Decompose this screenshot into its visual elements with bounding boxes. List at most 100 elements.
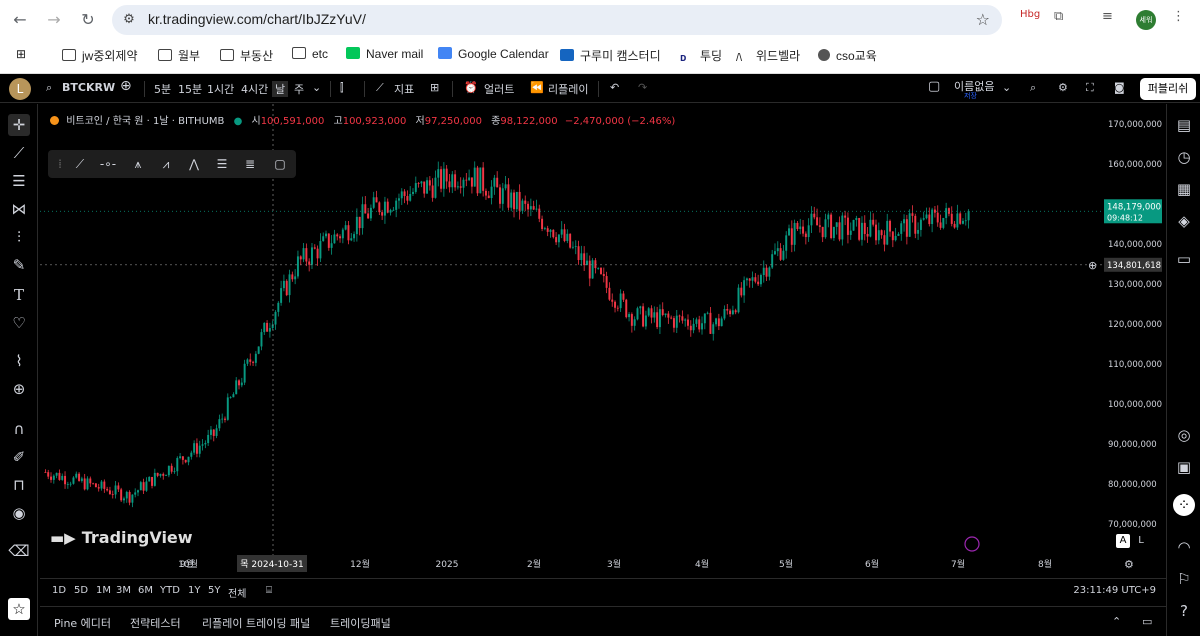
symbol-title[interactable]: 비트코인 / 한국 원 · 1날 · BITHUMB bbox=[66, 116, 225, 127]
layout-icon[interactable]: ▢ bbox=[928, 79, 941, 94]
magnet-icon[interactable]: ∩ bbox=[13, 420, 25, 438]
log-scale-button[interactable]: L bbox=[1138, 535, 1144, 546]
back-icon[interactable]: ← bbox=[13, 10, 27, 29]
undo-icon[interactable]: ↶ bbox=[610, 81, 620, 94]
redo-icon[interactable]: ↷ bbox=[638, 81, 648, 94]
alert-icon[interactable]: ⏰ bbox=[464, 81, 478, 94]
replay-icon[interactable]: ⏪ bbox=[530, 81, 544, 94]
bookmark-jw[interactable]: jw중외제약 bbox=[62, 47, 138, 64]
interval-15m[interactable]: 15분 bbox=[178, 83, 203, 96]
bookmark-tooding[interactable]: ᴅ 투딩 bbox=[680, 47, 722, 64]
alert-button[interactable]: 얼러트 bbox=[484, 83, 515, 96]
media-control-icon[interactable]: ≡ bbox=[1102, 9, 1113, 24]
profile-avatar[interactable]: 세워 bbox=[1136, 10, 1156, 30]
pattern-icon[interactable]: ⋈ bbox=[11, 200, 27, 218]
address-bar[interactable]: ⚙ kr.tradingview.com/chart/IbJZzYuV/ ☆ bbox=[112, 5, 1002, 35]
camera-icon[interactable]: ◙ bbox=[1114, 81, 1125, 94]
bookmark-wolbu[interactable]: 월부 bbox=[158, 47, 200, 64]
range-1d[interactable]: 1D bbox=[52, 585, 67, 596]
publish-button[interactable]: 퍼블리쉬 bbox=[1140, 78, 1196, 100]
brush-icon[interactable]: ✎ bbox=[12, 256, 26, 274]
indicators-button[interactable]: 지표 bbox=[394, 83, 415, 96]
collapse-panel-icon[interactable]: ⌃ bbox=[1112, 615, 1122, 628]
range-6m[interactable]: 6M bbox=[138, 585, 153, 596]
lock-icon[interactable]: ⊓ bbox=[13, 476, 25, 494]
interval-1d[interactable]: 날 bbox=[272, 81, 289, 97]
browser-menu-icon[interactable]: ⋮ bbox=[1172, 9, 1185, 24]
bookmark-withbella[interactable]: /\ 위드벨라 bbox=[736, 47, 800, 64]
search-icon[interactable]: ⌕ bbox=[46, 81, 53, 94]
goto-date-icon[interactable]: ⌸ bbox=[266, 585, 272, 596]
regression-icon[interactable]: ≣ bbox=[244, 157, 256, 171]
user-avatar[interactable]: L bbox=[9, 78, 31, 100]
indicators-icon[interactable]: ⟋ bbox=[376, 81, 384, 94]
reload-icon[interactable]: ↻ bbox=[81, 10, 95, 29]
event-lightning-icon[interactable] bbox=[964, 536, 980, 552]
range-1m[interactable]: 1M bbox=[96, 585, 111, 596]
interval-4h[interactable]: 4시간 bbox=[241, 83, 269, 96]
interval-5m[interactable]: 5분 bbox=[154, 83, 172, 96]
zoom-in-icon[interactable]: ⊕ bbox=[12, 380, 26, 398]
trash-icon[interactable]: ⌫ bbox=[8, 542, 30, 560]
candle-type-icon[interactable]: ⫿ bbox=[340, 81, 344, 94]
ruler-icon[interactable]: ⌇ bbox=[15, 352, 23, 370]
forward-icon[interactable]: → bbox=[47, 10, 61, 29]
range-all[interactable]: 전체 bbox=[228, 589, 247, 600]
abcd-icon[interactable]: ⋀ bbox=[189, 157, 199, 171]
lock-drawing-icon[interactable]: ✐ bbox=[12, 448, 26, 466]
bookmark-cso[interactable]: cso교육 bbox=[818, 47, 877, 64]
alerts-clock-icon[interactable]: ◷ bbox=[1177, 148, 1191, 166]
tab-pine-editor[interactable]: Pine 에디터 bbox=[54, 617, 112, 630]
rectangle-icon[interactable]: ▢ bbox=[274, 157, 286, 171]
crosshair-icon[interactable]: ✛ bbox=[8, 114, 30, 136]
favorites-star-icon[interactable]: ☆ bbox=[8, 598, 30, 620]
interval-dropdown-icon[interactable]: ⌄ bbox=[312, 81, 322, 94]
quick-search-icon[interactable]: ⌕ bbox=[1030, 81, 1037, 94]
range-1y[interactable]: 1Y bbox=[188, 585, 201, 596]
tab-replay-trading[interactable]: 리플레이 트레이딩 패널 bbox=[202, 617, 311, 630]
extensions-puzzle-icon[interactable]: ⧉ bbox=[1054, 9, 1064, 24]
add-alert-icon[interactable]: ⊕ bbox=[1088, 259, 1097, 272]
watchlist-icon[interactable]: ▤ bbox=[1176, 116, 1192, 134]
horizontal-ray-icon[interactable]: -∘- bbox=[99, 157, 117, 171]
layout-dropdown-icon[interactable]: ⌄ bbox=[1002, 81, 1012, 94]
bookmark-google-calendar[interactable]: Google Calendar bbox=[438, 47, 549, 61]
interval-1h[interactable]: 1시간 bbox=[207, 83, 235, 96]
apps-dots-icon[interactable]: ⁘ bbox=[1173, 494, 1195, 516]
clock[interactable]: 23:11:49 UTC+9 bbox=[1073, 585, 1156, 596]
url-text[interactable]: kr.tradingview.com/chart/IbJZzYuV/ bbox=[148, 11, 366, 27]
site-info-icon[interactable]: ⚙ bbox=[123, 12, 135, 27]
auto-scale-button[interactable]: A bbox=[1116, 534, 1130, 548]
tab-strategy-tester[interactable]: 전략테스터 bbox=[130, 617, 181, 630]
text-tool-icon[interactable]: T bbox=[13, 286, 24, 304]
bookmark-etc[interactable]: etc bbox=[292, 47, 328, 61]
price-axis[interactable]: 170,000,000160,000,000150,000,000140,000… bbox=[1088, 104, 1166, 574]
layout-name[interactable]: 이름없음 bbox=[954, 80, 995, 93]
templates-icon[interactable]: ⊞ bbox=[430, 81, 440, 94]
tab-trading-panel[interactable]: 트레이딩패널 bbox=[330, 617, 391, 630]
replay-button[interactable]: 리플레이 bbox=[548, 83, 589, 96]
trendline-icon[interactable]: ⟋ bbox=[13, 144, 25, 162]
range-5d[interactable]: 5D bbox=[74, 585, 89, 596]
chat-icon[interactable]: ▭ bbox=[1176, 250, 1192, 268]
calendar-icon[interactable]: ▣ bbox=[1176, 458, 1192, 476]
path-tool-icon[interactable]: ⩚ bbox=[134, 157, 142, 171]
line-tool-icon[interactable]: ⟋ bbox=[75, 157, 85, 171]
prediction-icon[interactable]: ⫶ bbox=[17, 228, 21, 246]
maximize-panel-icon[interactable]: ▭ bbox=[1142, 615, 1153, 628]
heart-icon[interactable]: ♡ bbox=[12, 314, 26, 332]
fib-icon[interactable]: ☰ bbox=[12, 172, 26, 190]
notification-icon[interactable]: ⚐ bbox=[1177, 570, 1191, 588]
layout-save-label[interactable]: 저장 bbox=[964, 92, 977, 100]
stream-icon[interactable]: ◠ bbox=[1177, 538, 1191, 556]
interval-1w[interactable]: 주 bbox=[294, 83, 305, 96]
range-ytd[interactable]: YTD bbox=[160, 585, 180, 596]
parallel-channel-icon[interactable]: ☰ bbox=[216, 157, 228, 171]
axis-settings-icon[interactable]: ⚙ bbox=[1124, 558, 1134, 571]
bookmark-naver-mail[interactable]: Naver mail bbox=[346, 47, 423, 61]
bookmark-realestate[interactable]: 부동산 bbox=[220, 47, 273, 64]
fullscreen-icon[interactable]: ⛶ bbox=[1086, 81, 1094, 94]
xabcd-icon[interactable]: ⩘ bbox=[162, 157, 170, 171]
bookmark-star-icon[interactable]: ☆ bbox=[975, 10, 990, 29]
